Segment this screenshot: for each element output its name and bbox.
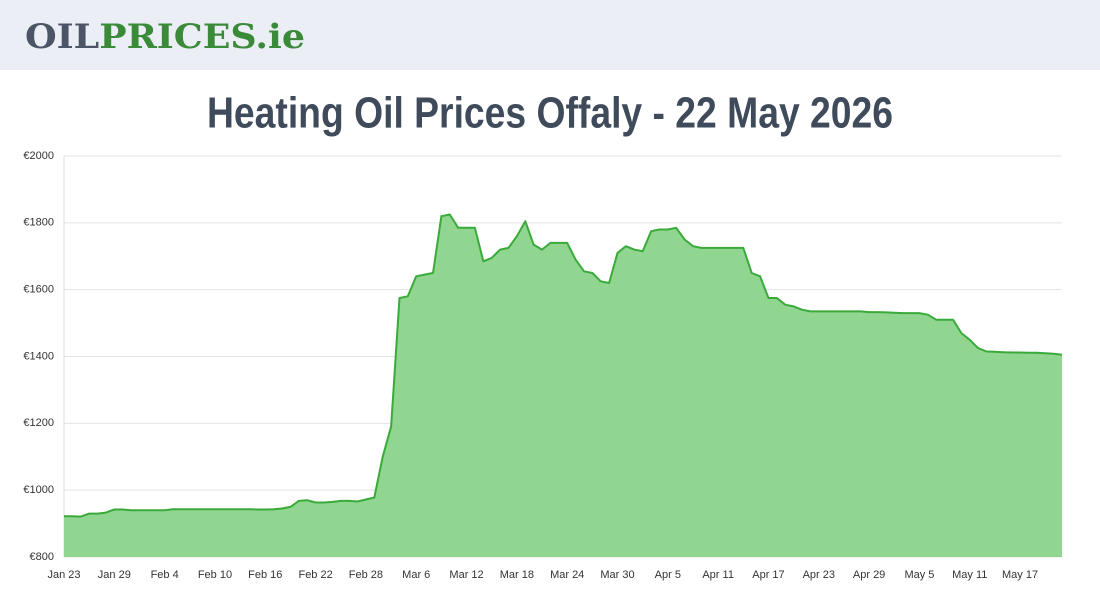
y-tick-label: €1400 [23,350,54,362]
x-tick-label: May 11 [952,569,987,581]
x-tick-label: Feb 4 [151,569,179,581]
header-bar [0,0,1100,70]
x-tick-label: Mar 12 [449,569,483,581]
y-tick-label: €1200 [23,417,54,429]
x-tick-label: May 5 [904,569,934,581]
x-tick-label: Feb 16 [248,569,282,581]
logo-part[interactable]: .ie [255,17,305,57]
chart-title: Heating Oil Prices Offaly - 22 May 2026 [207,89,893,138]
x-tick-label: Apr 17 [752,569,784,581]
x-tick-label: Feb 28 [349,569,383,581]
x-tick-label: Feb 22 [298,569,332,581]
x-tick-label: Jan 23 [47,569,80,581]
logo-part[interactable]: OIL [25,17,99,57]
x-tick-label: Apr 11 [702,569,734,581]
x-tick-label: Jan 29 [98,569,131,581]
x-tick-label: Mar 18 [500,569,534,581]
x-tick-label: Apr 29 [853,569,885,581]
logo[interactable]: OIL PRICES .ie [25,17,305,57]
x-tick-label: Mar 24 [550,569,584,581]
x-tick-label: Feb 10 [198,569,232,581]
x-tick-label: May 17 [1002,569,1038,581]
y-tick-label: €1600 [23,284,54,296]
x-tick-label: Apr 23 [803,569,835,581]
logo-part[interactable]: PRICES [99,17,255,57]
x-tick-label: Mar 6 [402,569,430,581]
y-tick-label: €2000 [23,150,54,162]
area-line [64,213,1063,518]
x-tick-label: Mar 30 [600,569,634,581]
area-fill [64,214,1062,557]
y-tick-label: €1000 [23,484,54,496]
x-tick-label: Apr 5 [655,569,681,581]
y-tick-label: €800 [30,551,54,563]
y-tick-label: €1800 [23,217,54,229]
